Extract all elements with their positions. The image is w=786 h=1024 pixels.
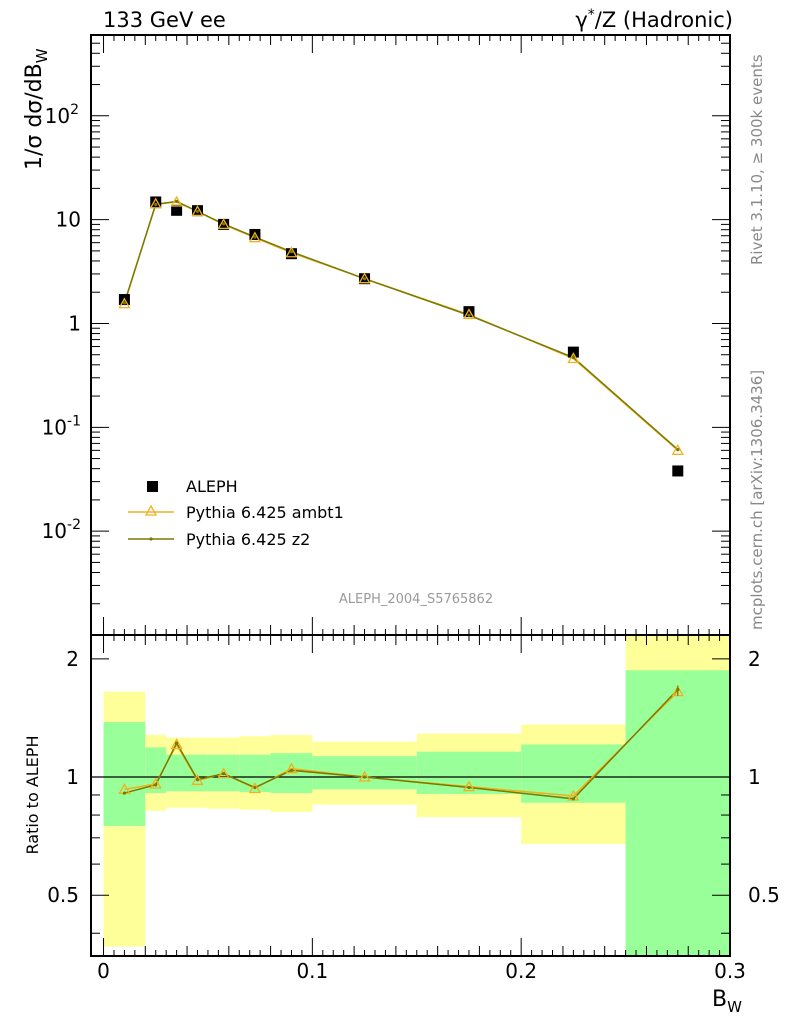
- main-y-tick-label: 10-2: [42, 517, 81, 543]
- z2-point: [289, 250, 294, 254]
- ambt1-point: [567, 352, 580, 364]
- ratio-ambt1-point: [170, 738, 183, 750]
- z2-point: [571, 355, 575, 360]
- z2-line: [123, 200, 679, 451]
- ambt1-point: [358, 272, 371, 284]
- ratio-z2-point: [222, 772, 226, 776]
- aleph-data-point: [567, 346, 579, 358]
- ratio-band-inner: [239, 754, 271, 793]
- main-y-axis-label: 1/σ dσ/dBW: [22, 48, 51, 170]
- ratio-band-inner: [103, 722, 146, 827]
- ambt1-point: [285, 246, 298, 258]
- ambt1-point: [217, 218, 230, 230]
- ambt1-point: [170, 195, 183, 207]
- x-axis-label: BW: [712, 987, 742, 1016]
- z2-point: [467, 313, 471, 317]
- main-y-tick-label: 10-1: [42, 413, 81, 439]
- ambt1-line: [123, 201, 679, 451]
- ratio-z2-point: [154, 783, 158, 787]
- ratio-z2-point: [253, 785, 257, 790]
- x-tick-label: 0.3: [714, 959, 746, 983]
- ratio-z2-point: [289, 768, 294, 772]
- legend-marker-ambt1: [144, 504, 158, 516]
- ambt1-point: [149, 197, 162, 209]
- ratio-y-tick-label-left: 2: [66, 647, 79, 671]
- legend-label-aleph: ALEPH: [186, 477, 238, 496]
- ratio-band-inner: [187, 754, 208, 792]
- ratio-uncertainty-bands: [103, 635, 730, 956]
- aleph-data-point: [285, 248, 297, 260]
- legend: ALEPH Pythia 6.425 ambt1 Pythia 6.425 z2: [128, 477, 344, 549]
- aleph-data-point: [463, 306, 475, 318]
- aleph-data-point: [171, 204, 183, 216]
- main-y-tick-label: 10: [56, 208, 81, 232]
- ratio-z2-point: [467, 785, 471, 790]
- legend-marker-z2: [149, 537, 153, 541]
- rivet-version-label: Rivet 3.1.10, ≥ 300k events: [748, 54, 766, 265]
- analysis-reference-label: ALEPH_2004_S5765862: [339, 592, 493, 607]
- ambt1-point: [671, 444, 684, 456]
- aleph-data-point: [672, 465, 684, 477]
- ratio-y-tick-label-right: 0.5: [748, 883, 780, 907]
- aleph-data-point: [249, 228, 261, 240]
- ratio-ambt1-point: [191, 774, 204, 786]
- ambt1-point: [118, 297, 131, 309]
- mcplots-reference-label: mcplots.cern.ch [arXiv:1306.3436]: [748, 370, 766, 630]
- z2-point: [154, 202, 158, 207]
- ratio-y-tick-label-left: 0.5: [47, 883, 79, 907]
- ratio-band-inner: [145, 747, 167, 794]
- ratio-z2-point: [175, 741, 179, 745]
- legend-marker-aleph: [147, 481, 158, 492]
- ratio-ambt1-point: [358, 770, 371, 782]
- ratio-band-inner: [521, 744, 626, 803]
- ratio-z2-point: [571, 797, 575, 801]
- z2-point: [253, 235, 257, 239]
- ratio-y-tick-label-right: 1: [748, 765, 761, 789]
- ratio-ambt1-point: [462, 780, 476, 792]
- z2-point: [676, 448, 680, 452]
- ratio-y-tick-label-right: 2: [748, 647, 761, 671]
- legend-label-z2: Pythia 6.425 z2: [186, 530, 310, 549]
- z2-point: [362, 277, 367, 281]
- ratio-y-axis-label: Ratio to ALEPH: [23, 736, 42, 855]
- main-y-tick-label: 1: [68, 311, 81, 335]
- ratio-ambt1-point: [285, 762, 298, 774]
- aleph-data-point: [150, 196, 162, 208]
- header-left: 133 GeV ee: [103, 8, 226, 32]
- ratio-panel-series: [118, 685, 684, 801]
- ratio-z2-point: [195, 777, 200, 782]
- x-tick-label: 0.2: [505, 959, 537, 983]
- ratio-z2-point: [362, 775, 367, 779]
- main-panel-series: [118, 195, 684, 477]
- legend-label-ambt1: Pythia 6.425 ambt1: [186, 503, 344, 522]
- main-y-tick-label: 102: [45, 102, 79, 128]
- ratio-panel-frame: [90, 634, 731, 957]
- z2-point: [195, 209, 200, 214]
- ambt1-point: [191, 205, 204, 217]
- ratio-ambt1-point: [248, 782, 262, 794]
- z2-point: [222, 222, 226, 226]
- ratio-band-inner: [625, 670, 730, 956]
- ambt1-point: [248, 231, 262, 243]
- ratio-z2-point: [122, 791, 127, 795]
- header-right: γ*/Z (Hadronic): [575, 7, 733, 32]
- tick-labels: 10-2 10-1 1 10 102 0.5 0.5 1 1 2 2 0 0.1 0.2 0.3: [42, 102, 780, 983]
- x-tick-label: 0.1: [296, 959, 328, 983]
- x-tick-label: 0: [97, 959, 110, 983]
- ratio-y-tick-label-left: 1: [66, 765, 79, 789]
- ratio-band-inner: [166, 754, 188, 792]
- z2-point: [175, 199, 179, 203]
- z2-point: [122, 301, 127, 305]
- ambt1-point: [462, 308, 476, 320]
- ratio-ambt1-point: [217, 767, 230, 779]
- ratio-ambt1-point: [149, 777, 162, 789]
